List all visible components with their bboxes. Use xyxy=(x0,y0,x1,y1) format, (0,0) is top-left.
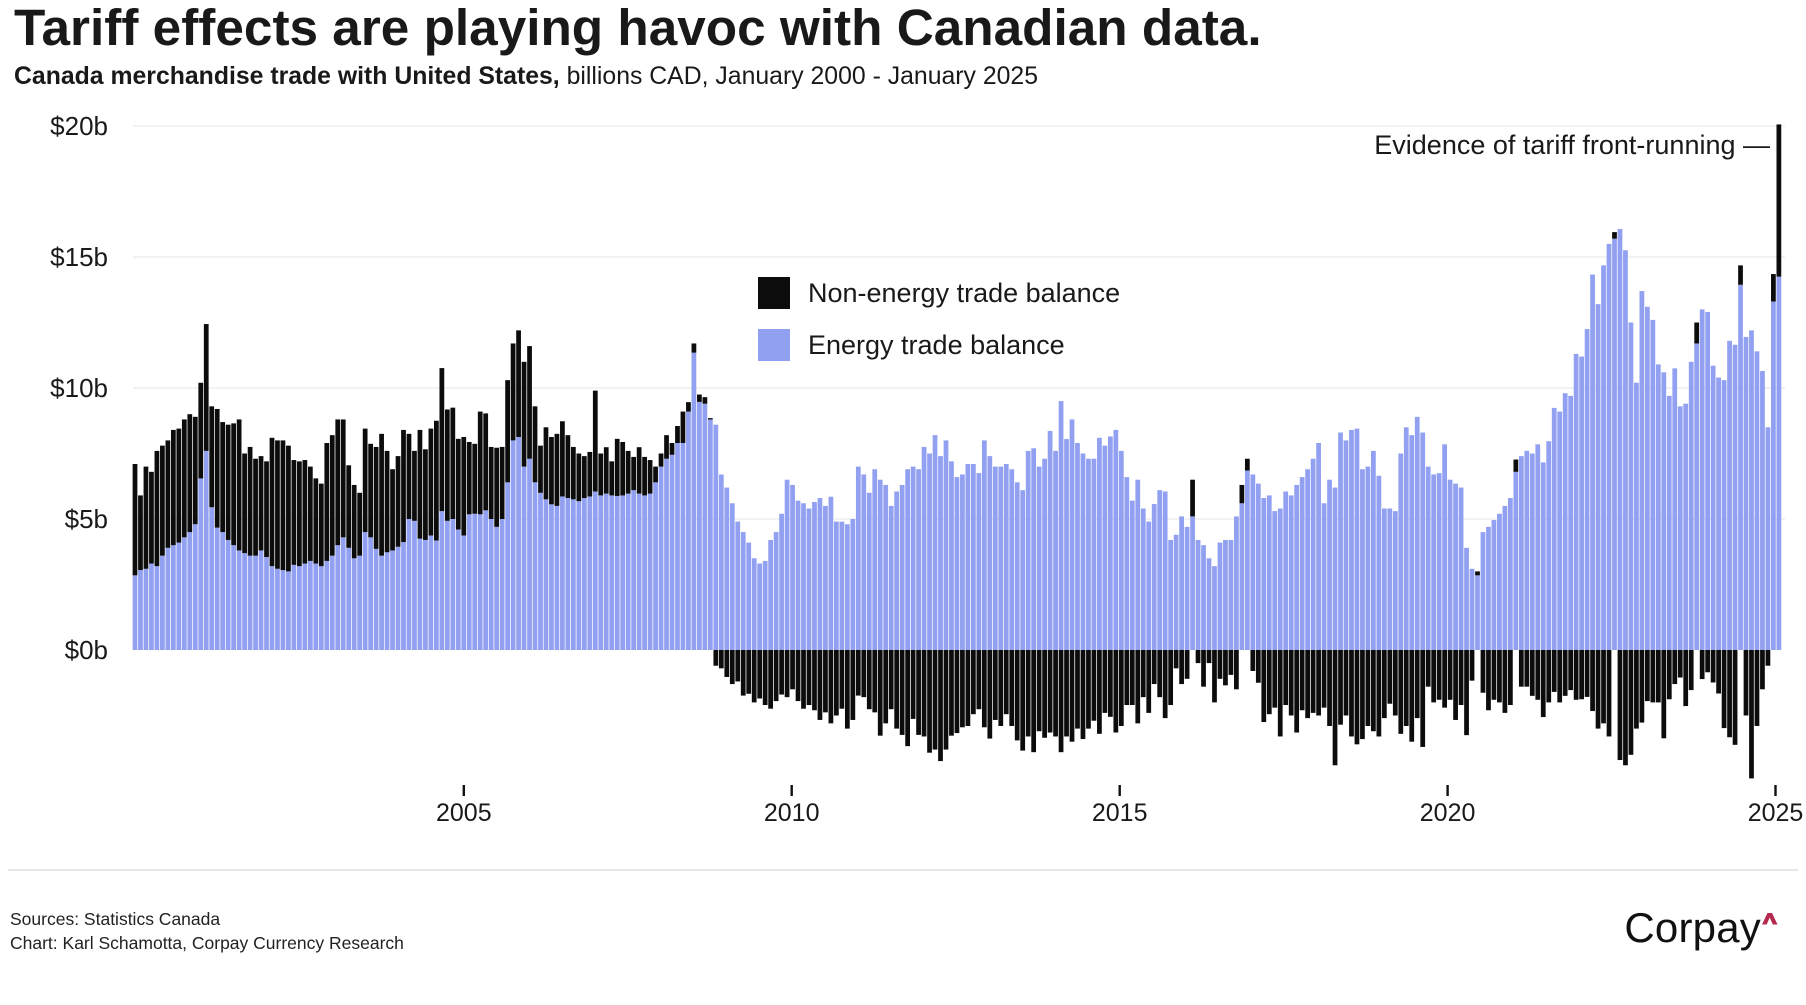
svg-text:Non-energy trade balance: Non-energy trade balance xyxy=(808,278,1120,308)
svg-text:Corpay: Corpay xyxy=(1624,904,1761,951)
svg-text:$10b: $10b xyxy=(50,373,108,403)
svg-text:2010: 2010 xyxy=(764,799,820,827)
svg-text:$20b: $20b xyxy=(50,111,108,141)
svg-text:Energy trade balance: Energy trade balance xyxy=(808,330,1065,360)
svg-text:2005: 2005 xyxy=(436,799,492,827)
svg-text:$15b: $15b xyxy=(50,242,108,272)
svg-text:2025: 2025 xyxy=(1748,799,1804,827)
svg-text:Evidence of tariff front-runni: Evidence of tariff front-running — xyxy=(1374,130,1770,160)
svg-text:Canada merchandise trade with: Canada merchandise trade with United Sta… xyxy=(14,63,1038,90)
svg-text:Chart: Karl Schamotta, Corpay: Chart: Karl Schamotta, Corpay Currency R… xyxy=(10,933,404,953)
svg-text:2015: 2015 xyxy=(1092,799,1148,827)
svg-text:$0b: $0b xyxy=(65,635,108,665)
svg-text:Tariff effects are playing hav: Tariff effects are playing havoc with Ca… xyxy=(14,0,1262,56)
svg-text:2020: 2020 xyxy=(1420,799,1476,827)
svg-text:Sources: Statistics Canada: Sources: Statistics Canada xyxy=(10,909,220,929)
svg-text:$5b: $5b xyxy=(65,504,108,534)
